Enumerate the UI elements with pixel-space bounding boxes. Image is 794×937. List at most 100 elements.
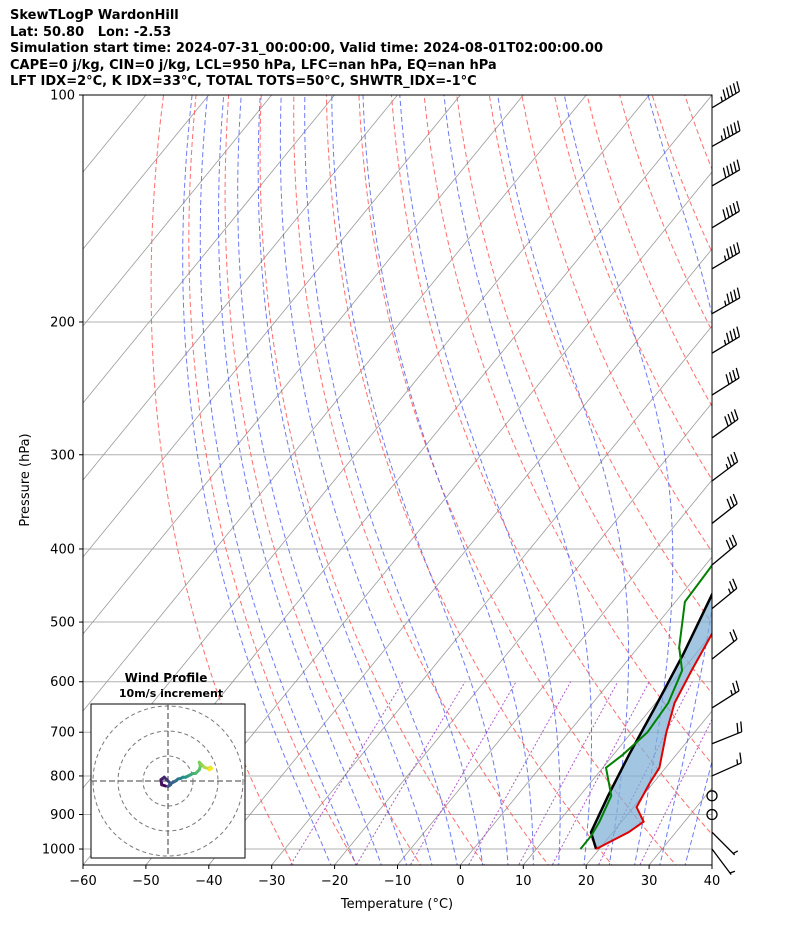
- x-tick-label: 40: [704, 874, 721, 889]
- moist-adiabat-line: [684, 759, 712, 865]
- isotherm-line: [648, 787, 712, 865]
- wind-barb: [711, 367, 740, 396]
- dry-adiabat-line: [150, 95, 294, 865]
- temperature-line: [595, 631, 712, 850]
- dry-adiabat-line: [586, 95, 712, 408]
- isotherm-line: [397, 479, 712, 865]
- wind-barb: [711, 120, 741, 147]
- isotherm-line: [775, 95, 794, 865]
- moist-adiabat-line: [647, 95, 712, 865]
- wind-barb: [711, 534, 738, 566]
- y-tick-label: 800: [50, 769, 75, 784]
- dry-adiabat-line: [717, 95, 794, 868]
- x-axis-label: Temperature (°C): [340, 897, 453, 912]
- wind-barb: [711, 287, 741, 315]
- moist-adiabat-line: [399, 95, 561, 865]
- wind-barb: [711, 451, 739, 482]
- isotherm-line: [460, 556, 712, 865]
- header-cape: CAPE=0 j/kg, CIN=0 j/kg, LCL=950 hPa, LF…: [10, 57, 497, 73]
- wind-barb: [711, 81, 741, 109]
- isotherm-line: [83, 95, 398, 481]
- moist-adiabat-line: [563, 95, 674, 865]
- moist-adiabat-line: [497, 95, 630, 865]
- wind-barb: [711, 578, 738, 610]
- wind-barbs: [706, 81, 743, 876]
- y-tick-label: 1000: [42, 843, 75, 858]
- wind-barb: [711, 680, 740, 709]
- wind-barb: [711, 159, 741, 187]
- dry-adiabat-line: [783, 95, 794, 868]
- isotherm-line: [522, 633, 712, 865]
- x-tick-label: −60: [69, 874, 96, 889]
- wind-barb: [711, 848, 736, 876]
- isotherm-line: [208, 248, 712, 865]
- y-axis-ticks: 1000 900 800 700 600 500 400 300 200 100: [42, 89, 83, 858]
- header-indices: LFT IDX=2°C, K IDX=33°C, TOTAL TOTS=50°C…: [10, 74, 477, 89]
- parcel-line: [589, 591, 712, 850]
- y-tick-label: 300: [50, 448, 75, 463]
- header-title: SkewTLogP WardonHill: [10, 8, 179, 23]
- isotherm-line: [271, 325, 712, 865]
- x-tick-label: −10: [384, 874, 411, 889]
- dry-adiabat-line: [224, 95, 422, 865]
- isotherm-line: [145, 171, 712, 865]
- moist-adiabat-line: [237, 95, 408, 865]
- moist-adiabat-line: [362, 95, 534, 865]
- isotherm-line: [585, 710, 712, 865]
- dry-adiabat-line: [391, 95, 712, 836]
- chart-header: SkewTLogP WardonHill Lat: 50.80 Lon: -2.5…: [10, 8, 603, 91]
- sounding-lines: [579, 563, 712, 850]
- x-axis-ticks: −60 −50 −40 −30 −20 −10 0 10 20 30 40: [69, 865, 720, 889]
- wind-profile-inset: Wind Profile 10m/s increment: [90, 671, 246, 859]
- isotherm-line: [83, 95, 461, 558]
- wind-barb: [711, 721, 743, 745]
- isotherm-line: [83, 95, 84, 96]
- header-location: Lat: 50.80 Lon: -2.53: [10, 24, 172, 40]
- cape-area: [591, 594, 712, 849]
- moist-adiabat-line: [218, 95, 382, 865]
- mixing-ratio-line: [290, 681, 404, 865]
- header-times: Simulation start time: 2024-07-31_00:00:…: [10, 41, 603, 56]
- moist-adiabat-line: [182, 95, 332, 865]
- dry-adiabat-line: [259, 95, 486, 865]
- mixing-ratio-line: [639, 718, 712, 865]
- dry-adiabat-line: [521, 95, 712, 553]
- isotherm-line: [83, 95, 524, 635]
- y-tick-label: 700: [50, 726, 75, 741]
- inset-subtitle: 10m/s increment: [119, 687, 223, 700]
- dry-adiabat-line: [293, 95, 549, 865]
- y-tick-label: 400: [50, 542, 75, 557]
- wind-barb: [711, 493, 738, 524]
- y-tick-label: 900: [50, 808, 75, 823]
- wind-barb: [711, 752, 742, 777]
- wind-barb: [711, 242, 741, 270]
- mixing-ratio-line: [467, 681, 572, 865]
- cape-fill: [591, 594, 712, 849]
- isotherm-line: [334, 402, 712, 865]
- moist-adiabat-line: [257, 95, 433, 865]
- dry-adiabat-line: [188, 95, 358, 865]
- wind-barb: [711, 200, 740, 229]
- x-tick-label: 0: [456, 874, 464, 889]
- mixing-ratio-line: [355, 681, 466, 865]
- wind-barb: [711, 326, 741, 354]
- dry-adiabats: [150, 95, 794, 868]
- y-axis-label: Pressure (hPa): [18, 433, 33, 526]
- mixing-ratio-line: [409, 681, 517, 865]
- isotherm-line: [83, 95, 273, 327]
- moist-adiabats: [182, 95, 712, 865]
- x-tick-label: 30: [641, 874, 658, 889]
- dry-adiabat-line: [553, 95, 712, 481]
- x-tick-label: −20: [321, 874, 348, 889]
- dewpoint-line: [579, 563, 712, 850]
- x-tick-label: 20: [578, 874, 595, 889]
- moist-adiabat-line: [304, 95, 484, 865]
- moist-adiabat-line: [279, 95, 458, 865]
- y-tick-label: 200: [50, 315, 75, 330]
- moist-adiabat-line: [199, 95, 357, 865]
- y-tick-label: 100: [50, 89, 75, 104]
- moist-adiabat-line: [443, 95, 592, 865]
- isotherm-line: [83, 95, 587, 712]
- dry-adiabat-line: [325, 95, 613, 865]
